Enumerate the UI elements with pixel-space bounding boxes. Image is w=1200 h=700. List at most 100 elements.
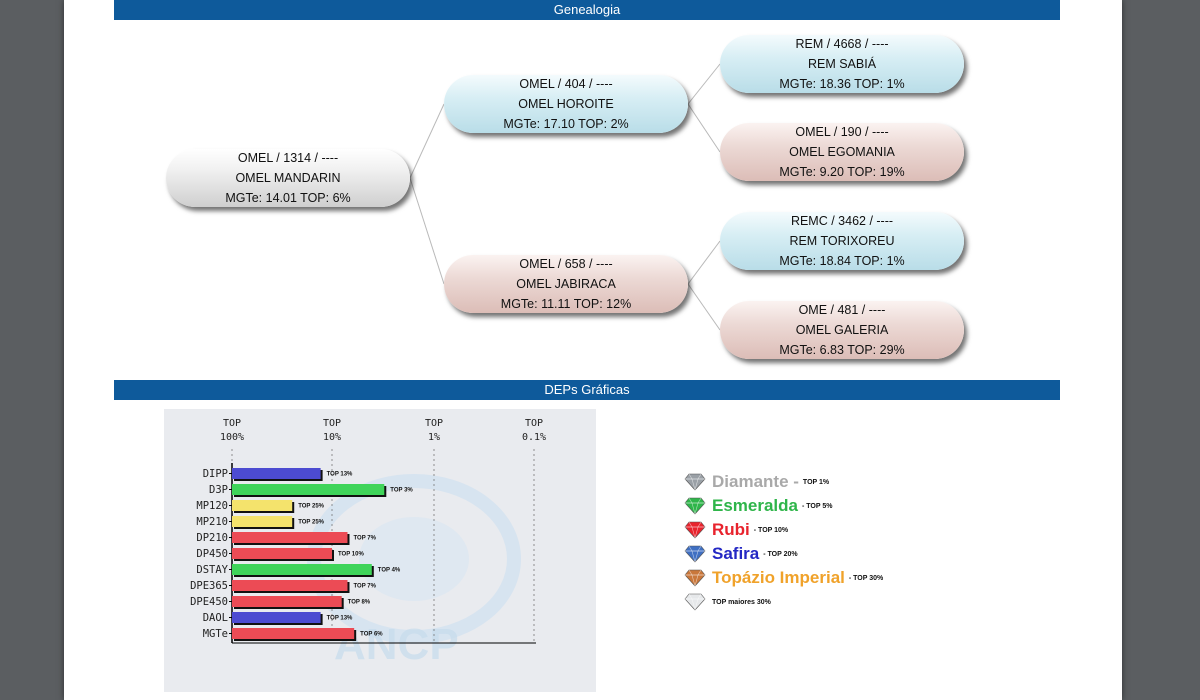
category-label: MGTe (203, 628, 228, 640)
data-label: TOP 6% (360, 632, 383, 638)
bar-dipp (232, 468, 321, 479)
legend-footer: TOP maiores 30% (684, 590, 883, 614)
legend-tag: - TOP 5% (802, 502, 833, 510)
legend-item: Esmeralda - TOP 5% (684, 494, 883, 518)
animal-name: OMEL EGOMANIA (789, 145, 895, 159)
data-label: TOP 7% (353, 584, 376, 590)
tier-legend: Diamante - TOP 1% Esmeralda - TOP 5% Rubi - T… (684, 470, 883, 614)
animal-stats: MGTe: 6.83 TOP: 29% (779, 343, 905, 357)
legend-item: Topázio Imperial - TOP 30% (684, 566, 883, 590)
bar-daol (232, 612, 321, 623)
deps-header: DEPs Gráficas (114, 380, 1060, 400)
animal-name: OMEL MANDARIN (235, 171, 341, 185)
dep-bar-chart: TOP 100% TOP 10% TOP 1% TOP 0.1% DIPP TOP 13% D3P T… (190, 418, 546, 644)
gem-icon (684, 569, 706, 587)
x-tick-label: 1% (428, 432, 440, 443)
category-label: D3P (209, 484, 228, 496)
legend-tag: - TOP 30% (848, 574, 884, 582)
bar-dp210 (232, 532, 348, 543)
data-label: TOP 3% (390, 488, 413, 494)
bar-dstay (232, 564, 372, 575)
legend-footer-text: TOP maiores 30% (712, 598, 771, 606)
data-label: TOP 13% (327, 472, 353, 478)
animal-name: REM SABIÁ (807, 57, 877, 71)
gem-icon (684, 473, 706, 491)
animal-name: REM TORIXOREU (789, 234, 895, 248)
animal-name: OMEL JABIRACA (516, 277, 616, 291)
animal-id: OMEL / 190 / ---- (795, 125, 889, 139)
animal-card-sire-dam[interactable]: OMEL / 190 / ---- OMEL EGOMANIA MGTe: 9.… (720, 123, 964, 181)
data-label: TOP 7% (353, 536, 376, 542)
category-label: MP210 (196, 516, 228, 528)
animal-id: OMEL / 404 / ---- (519, 77, 613, 91)
legend-name: Rubi (712, 520, 750, 539)
dep-chart-panel: ANCP TOP 100% TOP 10% TOP 1% TOP 0.1% DIPP TOP 13… (164, 409, 596, 692)
animal-id: OMEL / 1314 / ---- (237, 151, 339, 165)
legend-item: Rubi - TOP 10% (684, 518, 883, 542)
bar-d3p (232, 484, 385, 495)
data-label: TOP 8% (348, 600, 371, 606)
data-label: TOP 4% (378, 568, 401, 574)
category-label: DPE365 (190, 580, 228, 592)
data-label: TOP 25% (298, 504, 324, 510)
animal-card-dam[interactable]: OMEL / 658 / ---- OMEL JABIRACA MGTe: 11… (444, 255, 688, 313)
animal-card-dam-sire[interactable]: REMC / 3462 / ---- REM TORIXOREU MGTe: 1… (720, 212, 964, 270)
animal-name: OMEL GALERIA (795, 323, 889, 337)
animal-id: REM / 4668 / ---- (795, 37, 889, 51)
data-label: TOP 10% (338, 552, 364, 558)
category-label: MP120 (196, 500, 228, 512)
animal-stats: MGTe: 11.11 TOP: 12% (500, 297, 632, 311)
bar-mgte (232, 628, 355, 639)
animal-card-subject[interactable]: OMEL / 1314 / ---- OMEL MANDARIN MGTe: 1… (166, 149, 410, 207)
svg-text:ANCP: ANCP (334, 620, 459, 669)
pedigree-connector (687, 63, 721, 105)
x-tick-label: 0.1% (522, 432, 546, 443)
animal-name: OMEL HOROITE (518, 97, 614, 111)
animal-stats: MGTe: 17.10 TOP: 2% (503, 117, 629, 131)
animal-stats: MGTe: 9.20 TOP: 19% (779, 165, 905, 179)
legend-tag: - TOP 10% (753, 526, 789, 534)
bar-dpe365 (232, 580, 348, 591)
bar-mp210 (232, 516, 293, 527)
pedigree-connector (409, 177, 445, 285)
animal-card-dam-dam[interactable]: OME / 481 / ---- OMEL GALERIA MGTe: 6.83… (720, 301, 964, 359)
gem-icon (684, 497, 706, 515)
legend-tag: - TOP 20% (763, 550, 798, 558)
animal-card-sire-sire[interactable]: REM / 4668 / ---- REM SABIÁ MGTe: 18.36 … (720, 35, 964, 93)
gem-icon (684, 545, 706, 563)
pedigree-connector (687, 283, 721, 331)
legend-item: Diamante - TOP 1% (684, 470, 883, 494)
animal-stats: MGTe: 18.36 TOP: 1% (779, 77, 905, 91)
pedigree-connector (409, 103, 445, 179)
animal-card-sire[interactable]: OMEL / 404 / ---- OMEL HOROITE MGTe: 17.… (444, 75, 688, 133)
bar-mp120 (232, 500, 293, 511)
pedigree-connector (687, 240, 721, 285)
animal-id: OME / 481 / ---- (798, 303, 886, 317)
animal-id: REMC / 3462 / ---- (790, 214, 894, 228)
category-label: DAOL (203, 612, 228, 624)
genealogy-header: Genealogia (114, 0, 1060, 20)
report-page: Genealogia OMEL / 1314 / ---- OMEL MANDA… (64, 0, 1122, 700)
legend-name: Diamante - (712, 472, 799, 491)
animal-id: OMEL / 658 / ---- (519, 257, 613, 271)
gem-icon (684, 593, 706, 611)
legend-name: Esmeralda (712, 496, 798, 515)
category-label: DPE450 (190, 596, 228, 608)
x-tick-label: TOP (425, 418, 443, 429)
pedigree-connector (687, 103, 721, 153)
animal-stats: MGTe: 14.01 TOP: 6% (225, 191, 351, 205)
data-label: TOP 13% (327, 616, 353, 622)
category-label: DP450 (196, 548, 228, 560)
bar-dp450 (232, 548, 332, 559)
legend-item: Safira - TOP 20% (684, 542, 883, 566)
x-tick-label: TOP (223, 418, 241, 429)
pedigree-connectors (409, 63, 721, 331)
x-tick-label: 100% (220, 432, 244, 443)
legend-tag: TOP 1% (802, 478, 830, 486)
bar-dpe450 (232, 596, 342, 607)
x-tick-label: TOP (323, 418, 341, 429)
x-tick-label: 10% (323, 432, 341, 443)
watermark-logo: ANCP (307, 474, 521, 669)
gem-icon (684, 521, 706, 539)
category-label: DP210 (196, 532, 228, 544)
